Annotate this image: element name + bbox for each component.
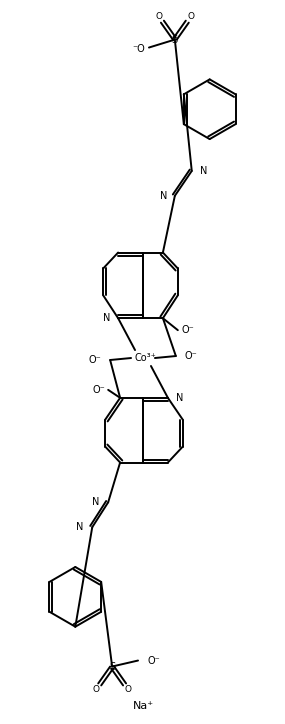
Text: N: N bbox=[103, 313, 110, 323]
Text: N: N bbox=[92, 497, 99, 508]
Text: O⁻: O⁻ bbox=[148, 655, 161, 665]
Text: O⁻: O⁻ bbox=[88, 355, 101, 365]
Text: O⁻: O⁻ bbox=[185, 351, 198, 361]
Text: N: N bbox=[160, 191, 167, 201]
Text: N: N bbox=[76, 522, 83, 532]
Text: S: S bbox=[172, 35, 178, 45]
Text: O: O bbox=[125, 685, 132, 694]
Text: Na⁺: Na⁺ bbox=[133, 702, 154, 711]
Text: O: O bbox=[187, 12, 194, 21]
Text: O⁻: O⁻ bbox=[92, 385, 105, 395]
Text: O: O bbox=[155, 12, 162, 21]
Text: ⁻O: ⁻O bbox=[133, 43, 145, 54]
Text: O: O bbox=[93, 685, 100, 694]
Text: S: S bbox=[109, 662, 115, 671]
Text: O⁻: O⁻ bbox=[182, 325, 195, 335]
Text: Co³⁺: Co³⁺ bbox=[134, 353, 156, 363]
Text: N: N bbox=[200, 166, 207, 176]
Text: N: N bbox=[176, 393, 183, 403]
